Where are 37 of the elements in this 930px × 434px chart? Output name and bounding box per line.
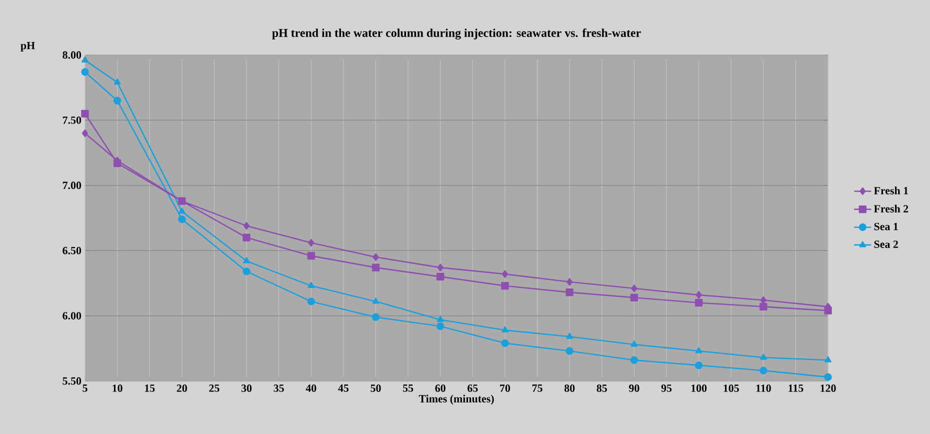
x-tick-label: 60 xyxy=(435,384,446,392)
x-axis-title: Times (minutes) xyxy=(418,394,494,405)
y-tick-label: 8.00 xyxy=(62,51,82,59)
x-tick-label: 20 xyxy=(176,384,187,392)
x-tick-label: 100 xyxy=(691,384,707,392)
x-tick-label: 45 xyxy=(338,384,349,392)
legend-label: Fresh 2 xyxy=(874,204,908,212)
x-tick-label: 95 xyxy=(661,384,672,392)
x-tick-label: 90 xyxy=(629,384,640,392)
x-tick-label: 30 xyxy=(241,384,252,392)
x-tick-label: 50 xyxy=(370,384,381,392)
x-tick-label: 5 xyxy=(82,384,88,392)
x-tick-label: 115 xyxy=(788,384,804,392)
x-tick-label: 15 xyxy=(145,384,155,392)
x-tick-label: 40 xyxy=(306,384,316,392)
y-tick-label: 7.50 xyxy=(62,116,82,124)
y-axis-title: pH xyxy=(20,42,35,52)
x-tick-label: 75 xyxy=(532,384,542,392)
x-tick-label: 25 xyxy=(209,384,220,392)
chart-title: pH trend in the water column during injection: seawater vs. fresh-water xyxy=(272,28,641,40)
legend-label: Sea 1 xyxy=(874,222,898,230)
y-tick-label: 6.00 xyxy=(62,312,82,320)
legend-label: Sea 2 xyxy=(874,240,898,248)
x-tick-label: 85 xyxy=(596,384,607,392)
x-tick-label: 70 xyxy=(500,384,510,392)
x-tick-label: 35 xyxy=(274,384,284,392)
x-tick-label: 65 xyxy=(468,384,478,392)
legend-label: Fresh 1 xyxy=(874,186,908,194)
x-tick-label: 120 xyxy=(820,384,836,392)
x-tick-label: 10 xyxy=(112,384,122,392)
y-tick-label: 7.00 xyxy=(62,182,82,190)
x-tick-label: 80 xyxy=(564,384,575,392)
y-tick-label: 5.50 xyxy=(62,377,82,385)
x-tick-label: 105 xyxy=(724,384,739,392)
x-tick-label: 55 xyxy=(403,384,414,392)
x-tick-label: 110 xyxy=(756,384,771,392)
y-tick-label: 6.50 xyxy=(62,246,82,254)
